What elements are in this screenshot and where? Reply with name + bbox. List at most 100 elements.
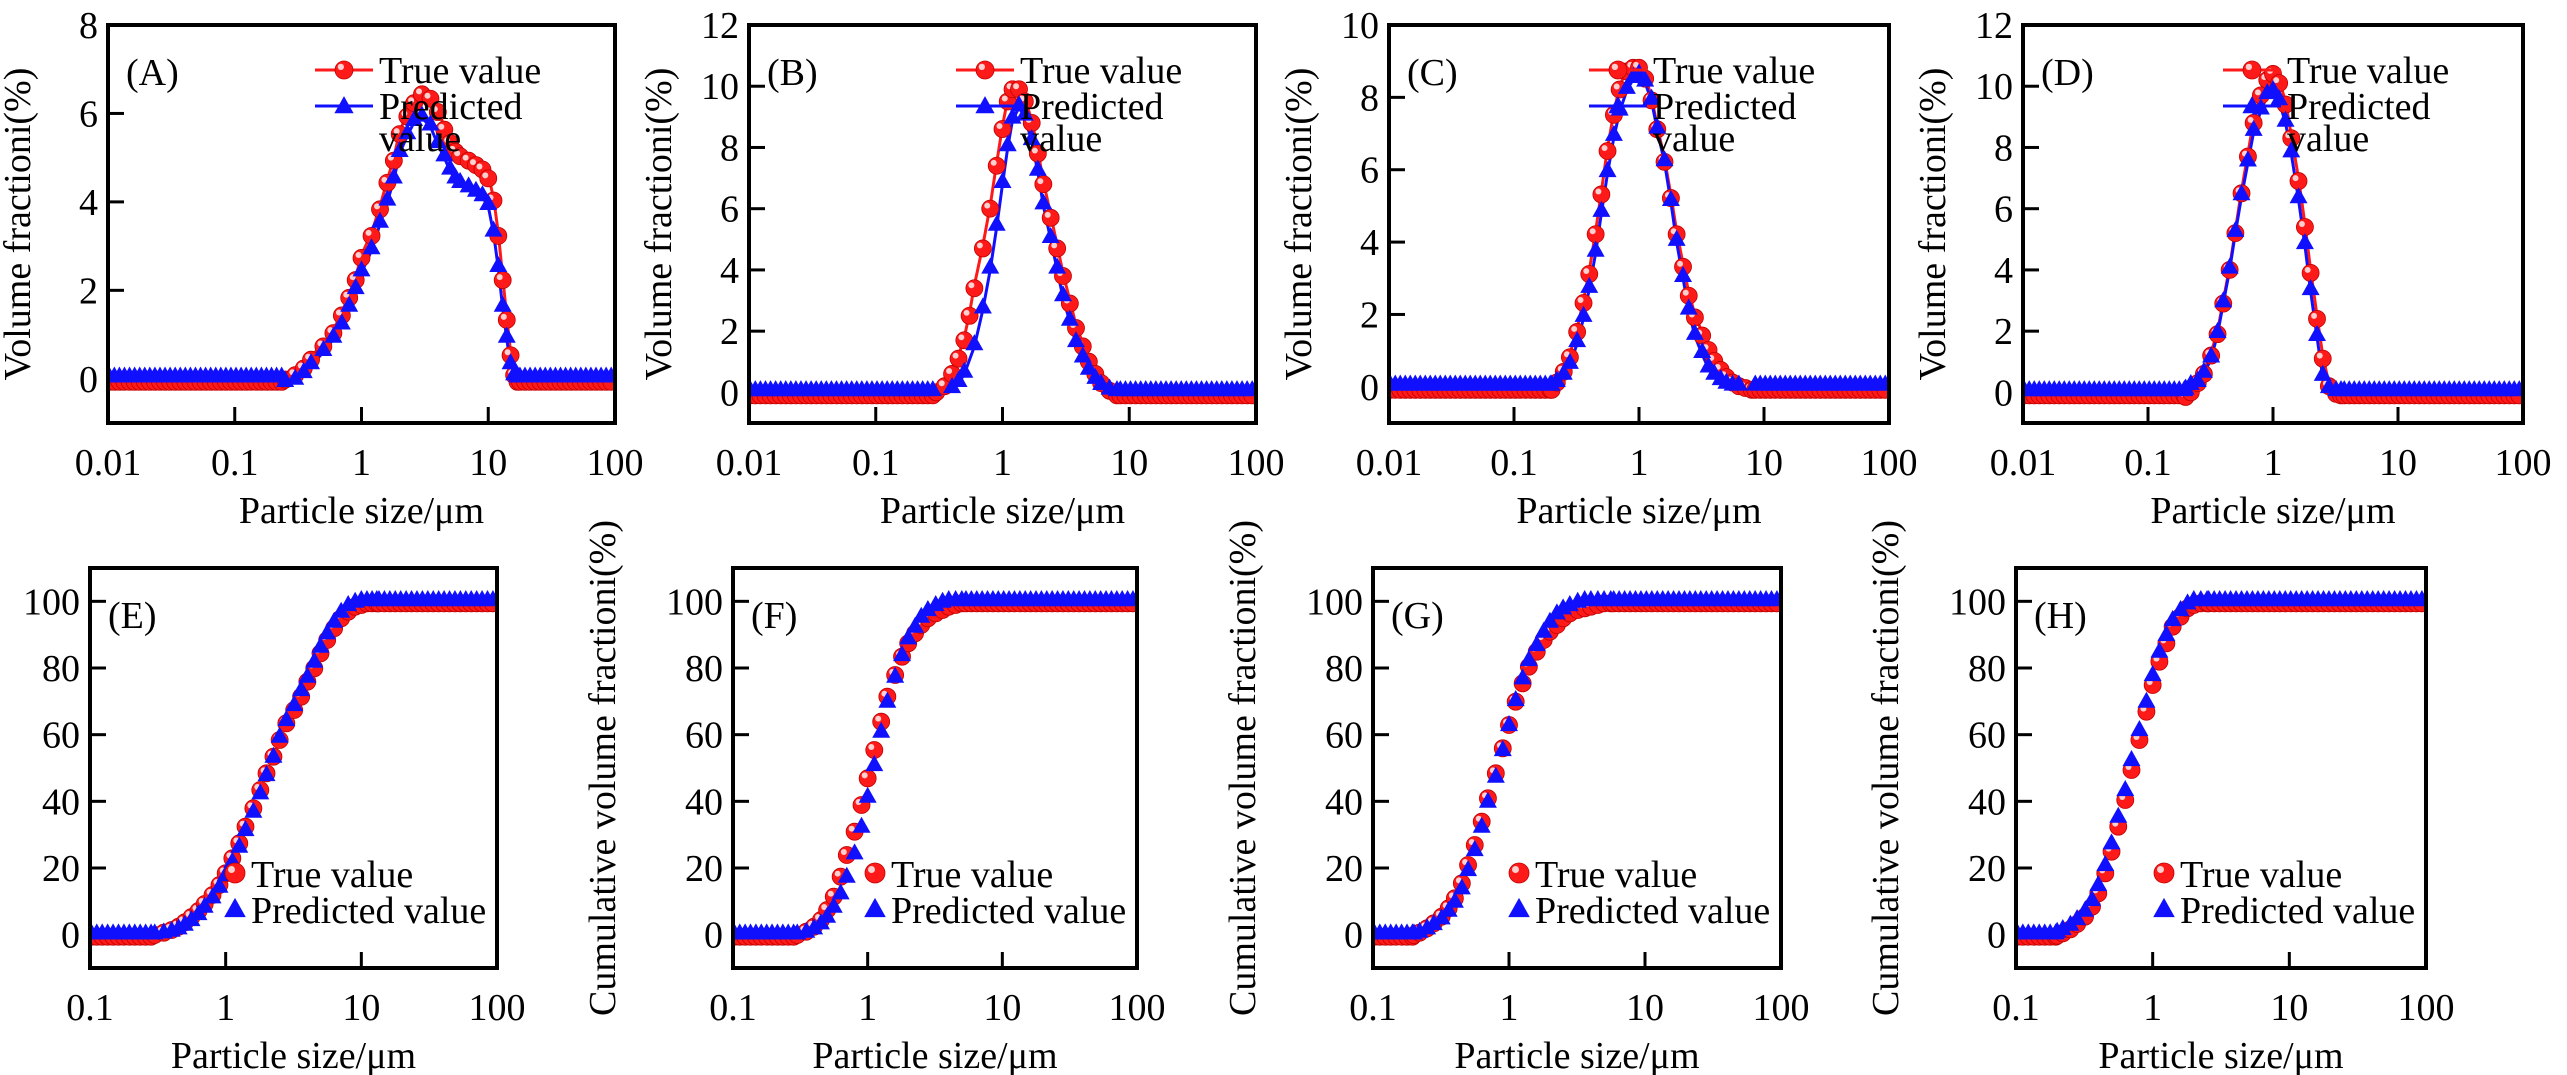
predicted-value-point (824, 896, 843, 913)
predicted-value-point (1073, 346, 1092, 363)
true-value-point (2296, 218, 2314, 236)
legend-true-marker-highlight (228, 866, 235, 873)
y-tick-label: 6 (720, 189, 739, 231)
legend-true-marker (864, 862, 886, 884)
predicted-value-point (1486, 766, 1505, 783)
panel-d: 0.01 0.1 1 10 100 0 2 4 6 8 10 12 Particle size/μm Vo… (1912, 5, 2552, 532)
predicted-value-point (311, 636, 330, 653)
true-value-point-highlight (2292, 175, 2299, 182)
true-value-point-highlight (335, 309, 342, 316)
y-tick-label: 8 (79, 5, 98, 47)
x-tick-label: 0.1 (2124, 442, 2172, 484)
true-value-point (497, 310, 516, 329)
true-value-point-highlight (476, 163, 483, 170)
y-tick-label: 2 (720, 311, 739, 353)
legend-true-marker (2242, 60, 2262, 80)
legend-predicted-label: Predicted (1653, 86, 1797, 128)
predicted-value-point (998, 135, 1017, 152)
y-tick-label: 0 (61, 915, 80, 957)
legend-predicted-marker (224, 897, 246, 918)
true-value-point-highlight (2254, 89, 2261, 96)
panel-b: 0.01 0.1 1 10 100 0 2 4 6 8 10 12 Particle size/μm Vo… (638, 5, 1285, 532)
predicted-value-point (2089, 875, 2108, 892)
predicted-value-line (2024, 90, 2520, 394)
true-value-point-highlight (416, 88, 422, 95)
data-layer (2023, 65, 2523, 406)
predicted-value-point (2202, 346, 2221, 363)
x-tick-label: 10 (469, 442, 507, 484)
legend-predicted-marker (2153, 897, 2175, 918)
predicted-value-point (1876, 374, 1889, 391)
predicted-value-point (302, 353, 321, 370)
y-tick-label: 4 (1360, 222, 1379, 264)
y-tick-label: 20 (42, 848, 80, 890)
predicted-value-point (1519, 650, 1538, 667)
legend-predicted-label-line2: value (1020, 118, 1102, 160)
predicted-value-point (428, 132, 447, 149)
legend-true-label: True value (1020, 50, 1182, 92)
true-value-point-highlight (365, 229, 372, 236)
true-value-point-highlight (1613, 83, 1620, 90)
true-value-line (2024, 68, 2520, 397)
x-tick-label: 0.1 (1490, 442, 1538, 484)
true-value-point-highlight (1583, 268, 1590, 275)
true-value-point-highlight (462, 154, 469, 161)
y-tick-label: 60 (1968, 715, 2006, 757)
true-value-point-highlight (381, 176, 388, 183)
predicted-value-point (2102, 833, 2121, 850)
predicted-value-point (1472, 816, 1491, 833)
panel-tag: (F) (751, 595, 797, 637)
predicted-value-point (325, 611, 344, 628)
plot-frame (1371, 566, 1783, 970)
true-value-point-highlight (968, 282, 975, 289)
legend-predicted-label-line2: value (1653, 118, 1735, 160)
legend-true-label: True value (379, 50, 541, 92)
predicted-value-point (893, 645, 912, 662)
predicted-value-point (483, 590, 497, 607)
predicted-value-point (1048, 257, 1067, 274)
plot-frame (1387, 23, 1891, 425)
predicted-value-point (489, 255, 508, 272)
predicted-value-point (2068, 909, 2087, 926)
y-tick-label: 0 (1987, 915, 2006, 957)
true-value-point-highlight (1595, 188, 1602, 195)
plot-frame (747, 23, 1258, 425)
true-value-point (858, 769, 877, 788)
x-tick-label: 0.1 (852, 442, 900, 484)
y-tick-label: 60 (1325, 715, 1363, 757)
true-value-point-highlight (868, 744, 875, 751)
predicted-value-point (845, 843, 864, 860)
predicted-value-point (2109, 806, 2128, 823)
legend-predicted-marker (975, 96, 995, 114)
predicted-value-point (1598, 161, 1617, 178)
x-tick-label: 1 (858, 987, 877, 1029)
predicted-value-point (1123, 590, 1137, 607)
predicted-value-point (2238, 150, 2257, 167)
y-axis-label: Cumulative volume fractioni(%) (582, 520, 624, 1016)
true-value-point-highlight (938, 380, 945, 387)
y-tick-label: 10 (701, 66, 739, 108)
predicted-value-point (2308, 324, 2327, 342)
predicted-value-point (2194, 361, 2213, 378)
predicted-value-point (277, 710, 296, 727)
y-tick-label: 80 (42, 648, 80, 690)
predicted-value-point (837, 866, 856, 883)
predicted-value-point (2150, 641, 2169, 658)
legend-predicted-label-line2: value (2287, 118, 2369, 160)
y-axis-label: Cumulative volume fractioni(%) (1865, 520, 1907, 1016)
true-value-point-highlight (454, 150, 461, 157)
legend-true-marker-highlight (337, 63, 344, 70)
x-tick-label: 0.01 (75, 442, 142, 484)
predicted-value-point (831, 883, 850, 900)
legend-true-marker (975, 60, 995, 80)
x-tick-label: 1 (1500, 987, 1519, 1029)
predicted-value-point (230, 836, 249, 853)
predicted-value-point (1642, 88, 1661, 105)
legend-true-marker-highlight (2157, 866, 2164, 873)
legend-predicted-marker (864, 897, 886, 918)
true-value-point (960, 306, 979, 325)
predicted-value-point (2214, 291, 2233, 308)
true-value-point-highlight (1031, 147, 1038, 154)
predicted-value-point (501, 353, 520, 370)
predicted-value-point (2270, 89, 2289, 106)
